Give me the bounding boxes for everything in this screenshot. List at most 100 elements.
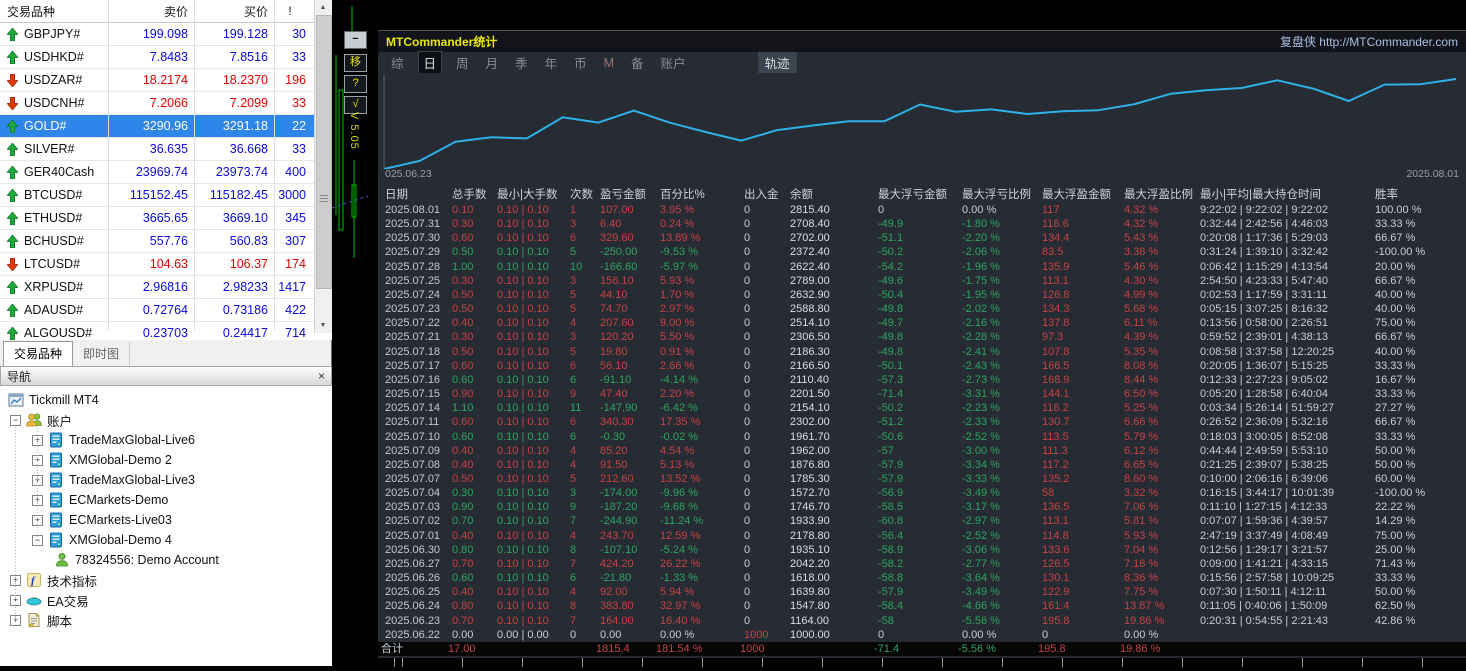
market-watch-row[interactable]: USDCNH#7.20667.209933 [0, 92, 332, 115]
nav-item[interactable]: 78324556: Demo Account [0, 550, 332, 570]
nav-item[interactable]: +EA交易 [0, 590, 332, 610]
table-cell: 66.67 % [1375, 415, 1463, 429]
up-arrow-icon [7, 28, 18, 41]
table-cell: 1639.80 [790, 585, 878, 599]
table-cell: 4.39 % [1124, 330, 1200, 344]
nav-item[interactable]: +XMGlobal-Demo 2 [0, 450, 332, 470]
spread-cell: 33 [274, 50, 312, 64]
nav-item[interactable]: −账户 [0, 410, 332, 430]
table-cell: 0 [744, 599, 790, 613]
nav-item[interactable]: Tickmill MT4 [0, 390, 332, 410]
table-cell: 122.9 [1042, 585, 1124, 599]
stats-tab-年[interactable]: 年 [542, 52, 561, 73]
stats-tab-轨迹[interactable]: 轨迹 [758, 52, 797, 73]
nav-item[interactable]: +TradeMaxGlobal-Live3 [0, 470, 332, 490]
stats-tab-M[interactable]: M [601, 55, 617, 71]
table-cell: 8.60 % [1124, 472, 1200, 486]
table-cell: -50.2 [878, 245, 962, 259]
table-cell: 2372.40 [790, 245, 878, 259]
table-cell: 2025.07.29 [385, 245, 452, 259]
market-watch-row[interactable]: GOLD#3290.963291.1822 [0, 115, 332, 138]
market-watch-row[interactable]: SILVER#36.63536.66833 [0, 138, 332, 161]
close-icon[interactable]: × [318, 370, 325, 382]
nav-item[interactable]: +f技术指标 [0, 570, 332, 590]
market-watch-scrollbar[interactable]: ▲ ▼ [314, 0, 332, 333]
table-cell: 0:18:03 | 3:00:05 | 8:52:08 [1200, 430, 1375, 444]
move-button[interactable]: 移 [344, 54, 367, 72]
market-watch-row[interactable]: USDHKD#7.84837.851633 [0, 46, 332, 69]
stats-tab-月[interactable]: 月 [483, 52, 502, 73]
market-watch-row[interactable]: ETHUSD#3665.653669.10345 [0, 207, 332, 230]
table-cell: -58.9 [878, 543, 962, 557]
table-cell: 6.40 [600, 217, 660, 231]
market-watch-row[interactable]: BTCUSD#115152.45115182.453000 [0, 184, 332, 207]
table-cell: 92.00 [600, 585, 660, 599]
market-watch-row[interactable]: BCHUSD#557.76560.83307 [0, 230, 332, 253]
tab-tick-chart[interactable]: 即时图 [73, 342, 130, 366]
ask-cell: 3669.10 [194, 211, 274, 225]
total-cell [1371, 642, 1459, 656]
table-cell: 2025.07.07 [385, 472, 452, 486]
help-button[interactable]: ? [344, 75, 367, 93]
total-cell: 19.86 % [1120, 642, 1196, 656]
table-cell: -4.66 % [962, 599, 1042, 613]
nav-item[interactable]: +TradeMaxGlobal-Live6 [0, 430, 332, 450]
symbol-cell: GOLD# [0, 119, 108, 133]
nav-item[interactable]: +ECMarkets-Demo [0, 490, 332, 510]
table-cell: 0 [744, 330, 790, 344]
table-cell: -58 [878, 614, 962, 628]
total-cell: 17.00 [448, 642, 493, 656]
down-arrow-icon [7, 97, 18, 110]
scrollbar-thumb[interactable] [316, 15, 332, 289]
stats-tab-周[interactable]: 周 [453, 52, 472, 73]
minimize-button[interactable]: − [344, 31, 367, 49]
table-cell: -3.00 % [962, 444, 1042, 458]
table-cell: 2302.00 [790, 415, 878, 429]
stats-tab-备[interactable]: 备 [628, 52, 647, 73]
stats-total-row: 合计17.001815.4181.54 %1000-71.4-5.56 %195… [378, 642, 1466, 656]
market-watch-row[interactable]: GER40Cash23969.7423973.74400 [0, 161, 332, 184]
table-cell: 0.10 | 0.10 [497, 614, 570, 628]
symbol-cell: ETHUSD# [0, 211, 108, 225]
scroll-up-icon[interactable]: ▲ [315, 0, 331, 15]
market-watch-row[interactable]: ADAUSD#0.727640.73186422 [0, 299, 332, 322]
table-cell: 0:11:05 | 0:40:06 | 1:50:09 [1200, 599, 1375, 613]
table-cell: 0 [744, 585, 790, 599]
stats-tab-币[interactable]: 币 [571, 52, 590, 73]
stats-tab-综[interactable]: 综 [388, 52, 407, 73]
table-cell: -58.5 [878, 500, 962, 514]
stats-tab-日[interactable]: 日 [418, 51, 443, 74]
collapse-icon[interactable]: − [10, 415, 21, 426]
table-cell: 2025.07.31 [385, 217, 452, 231]
table-row: 2025.07.090.400.10 | 0.10485.204.54 %019… [378, 444, 1466, 458]
brand-link[interactable]: 复盘侠 http://MTCommander.com [1280, 33, 1458, 50]
nav-item[interactable]: +脚本 [0, 610, 332, 630]
table-cell: 114.8 [1042, 529, 1124, 543]
symbol-cell: SILVER# [0, 142, 108, 156]
table-cell: 0.50 [452, 288, 497, 302]
table-cell: 2.97 % [660, 302, 744, 316]
spread-cell: 307 [274, 234, 312, 248]
table-column-header: 最大浮亏比例 [962, 188, 1042, 203]
table-cell: 0.10 | 0.10 [497, 373, 570, 387]
tab-market-watch[interactable]: 交易品种 [3, 341, 73, 366]
table-cell: 16.67 % [1375, 373, 1463, 387]
table-cell: 0 [744, 288, 790, 302]
market-watch-row[interactable]: LTCUSD#104.63106.37174 [0, 253, 332, 276]
nav-item[interactable]: +ECMarkets-Live03 [0, 510, 332, 530]
tree-guide [61, 548, 62, 560]
stats-tab-账户[interactable]: 账户 [658, 52, 689, 73]
scroll-down-icon[interactable]: ▼ [315, 318, 331, 333]
market-watch-row[interactable]: GBPJPY#199.098199.12830 [0, 23, 332, 46]
bid-cell: 18.2174 [108, 73, 194, 87]
nav-item[interactable]: −XMGlobal-Demo 4 [0, 530, 332, 550]
table-cell: 2201.50 [790, 387, 878, 401]
market-watch-row[interactable]: USDZAR#18.217418.2370196 [0, 69, 332, 92]
market-watch-row[interactable]: XRPUSD#2.968162.982331417 [0, 276, 332, 299]
table-cell: 2025.07.18 [385, 345, 452, 359]
table-cell: -250.00 [600, 245, 660, 259]
stats-tab-季[interactable]: 季 [512, 52, 531, 73]
table-cell: 5.46 % [1124, 260, 1200, 274]
table-cell: 2514.10 [790, 316, 878, 330]
table-cell: 33.33 % [1375, 217, 1463, 231]
